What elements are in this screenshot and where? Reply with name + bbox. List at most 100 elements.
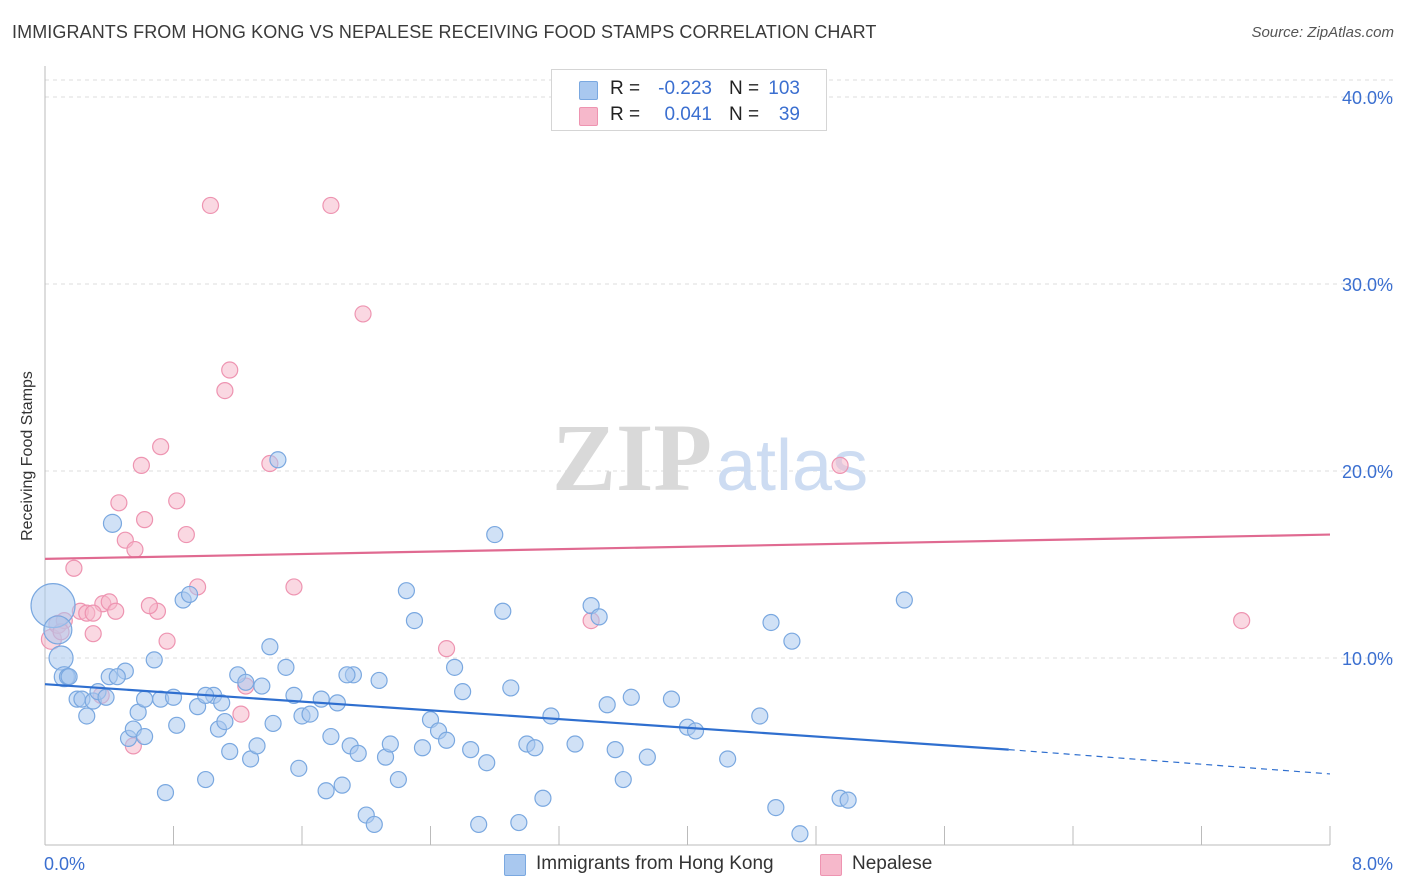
hong-kong-point	[590, 608, 608, 626]
hong-kong-point	[317, 782, 335, 800]
x-tick-label: 8.0%	[1352, 854, 1393, 874]
legend-r-label: R =	[610, 104, 641, 125]
hong-kong-point	[285, 686, 303, 705]
tick-labels: 10.0% 20.0% 30.0% 40.0% 0.0% 8.0%	[44, 88, 1393, 874]
hong-kong-point	[48, 645, 74, 671]
legend-n-label: N =	[729, 78, 760, 99]
hong-kong-point	[494, 602, 512, 620]
hong-kong-point	[598, 696, 616, 714]
legend-swatch-blue	[579, 81, 598, 100]
hong-kong-point	[606, 741, 624, 759]
nepalese-point	[132, 456, 150, 474]
hong-kong-point	[197, 770, 215, 789]
hong-kong-point	[156, 784, 175, 802]
grid-layer	[45, 79, 1395, 659]
hong-kong-point	[622, 688, 640, 706]
hong-kong-point	[135, 690, 154, 708]
hong-kong-point	[168, 716, 186, 734]
y-tick-label: 30.0%	[1342, 275, 1393, 295]
nepalese-point	[322, 196, 340, 215]
hong-kong-point	[389, 770, 407, 789]
nepalese-point	[158, 632, 176, 650]
y-tick-label: 40.0%	[1342, 88, 1393, 108]
hong-kong-point	[662, 690, 681, 708]
legend-r-value: -0.223	[658, 78, 712, 99]
hong-kong-trendline	[44, 683, 1009, 751]
nepalese-point	[107, 602, 125, 620]
hong-kong-point	[312, 690, 330, 708]
hong-kong-point	[638, 748, 656, 766]
hong-kong-point	[437, 731, 456, 749]
hong-kong-point	[413, 739, 432, 757]
hong-kong-point	[60, 668, 78, 686]
nepalese-point	[168, 492, 186, 510]
nepalese-point	[135, 511, 154, 529]
hong-kong-point	[534, 789, 552, 807]
nepalese-point	[152, 438, 170, 456]
hong-kong-point	[221, 742, 239, 761]
hong-kong-point	[135, 727, 154, 746]
legend-swatch-pink	[579, 107, 598, 126]
nepalese-point	[84, 604, 102, 622]
legend-n-value: 103	[768, 78, 800, 99]
nepalese-point	[110, 494, 128, 512]
nepalese-point	[437, 640, 456, 658]
hong-kong-point	[108, 668, 126, 686]
hong-kong-point	[264, 714, 282, 733]
hong-kong-point	[43, 615, 73, 645]
hong-kong-point	[322, 727, 340, 746]
nepalese-point	[831, 456, 849, 474]
trend-layer	[44, 533, 1331, 775]
hong-kong-point	[381, 735, 399, 753]
nepalese-point	[354, 305, 372, 323]
hong-kong-point	[145, 651, 163, 669]
nepalese-point	[177, 525, 195, 544]
hong-kong-point	[290, 759, 308, 777]
nepalese-point	[285, 578, 303, 596]
legend-row-nepalese: R = 0.041 N = 39	[552, 102, 826, 126]
hong-kong-point	[767, 798, 785, 817]
hong-kong-point	[478, 754, 496, 772]
legend-n-label: N =	[729, 104, 760, 125]
hong-kong-point	[526, 739, 544, 757]
hong-kong-point	[213, 694, 231, 712]
hong-kong-point	[839, 791, 857, 809]
hong-kong-point	[261, 638, 279, 656]
hong-kong-point	[791, 825, 809, 843]
nepalese-point	[232, 705, 250, 723]
y-tick-label: 20.0%	[1342, 462, 1393, 482]
hong-kong-point	[301, 705, 319, 723]
hong-kong-points	[30, 451, 913, 843]
hong-kong-point	[97, 688, 115, 706]
hong-kong-point	[349, 744, 367, 762]
hong-kong-point	[78, 707, 96, 725]
legend-r-label: R =	[610, 78, 641, 99]
chart-title: IMMIGRANTS FROM HONG KONG VS NEPALESE RE…	[12, 22, 877, 42]
legend-label-nepalese: Nepalese	[852, 853, 933, 874]
hong-kong-point	[486, 525, 504, 544]
hong-kong-point	[216, 712, 234, 731]
nepalese-point	[84, 625, 102, 643]
legend-r-value: 0.041	[664, 104, 712, 125]
hong-kong-point	[370, 671, 388, 690]
hong-kong-point	[462, 741, 480, 759]
hong-kong-point	[783, 632, 801, 650]
hong-kong-point	[510, 813, 528, 832]
chart-source: Source: ZipAtlas.com	[1251, 24, 1394, 41]
nepalese-point	[201, 196, 220, 215]
hong-kong-point	[397, 582, 416, 600]
hong-kong-point	[445, 658, 464, 676]
watermark-zip: ZIP	[552, 404, 712, 511]
hong-kong-point	[542, 707, 560, 725]
y-axis-label: Receiving Food Stamps	[19, 371, 36, 541]
correlation-legend: R = -0.223 N = 103 R = 0.041 N = 39	[551, 69, 827, 131]
hong-kong-point	[248, 737, 266, 755]
legend-label-hong-kong: Immigrants from Hong Kong	[536, 853, 774, 874]
legend-row-hong-kong: R = -0.223 N = 103	[552, 76, 826, 100]
legend-swatch-blue	[504, 854, 526, 876]
hong-kong-point	[566, 735, 584, 753]
hong-kong-point	[762, 613, 780, 632]
series-legend: Immigrants from Hong Kong Nepalese	[0, 851, 1406, 881]
hong-kong-point	[719, 750, 737, 768]
